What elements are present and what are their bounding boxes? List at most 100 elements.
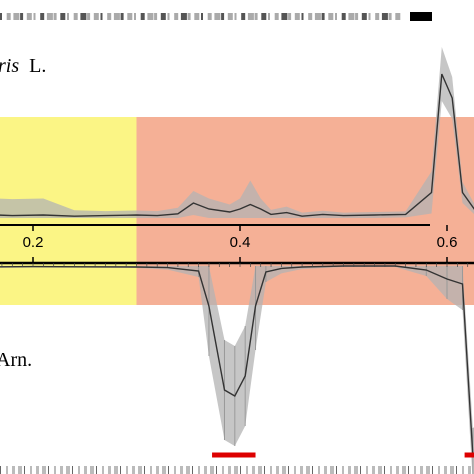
bottom-strip-tick: [378, 466, 382, 474]
top-strip-tick: [174, 13, 179, 20]
top-strip-tick: [60, 13, 66, 20]
bottom-strip-tick: [36, 466, 39, 474]
top-strip-block: [410, 12, 432, 21]
top-strip-tick: [26, 13, 32, 20]
top-strip-tick: [147, 13, 154, 20]
bottom-strip-tick: [24, 466, 25, 474]
top-scale-strip: [0, 12, 474, 22]
bottom-strip-tick: [372, 466, 375, 474]
x-axis: 0.2 0.4 0.6: [0, 224, 474, 267]
bottom-strip-tick: [420, 466, 423, 474]
bottom-strip-tick: [408, 466, 409, 474]
series-label-upper-suffix: L.: [29, 55, 46, 77]
bottom-strip-tick: [324, 466, 327, 474]
bottom-strip-tick: [54, 466, 56, 474]
bottom-strip-tick: [432, 466, 433, 474]
bottom-strip-tick: [330, 466, 334, 474]
top-strip-tick: [254, 13, 258, 20]
top-strip-tick: [234, 13, 237, 20]
top-strip-tick: [107, 13, 112, 20]
bottom-strip-tick: [234, 466, 238, 474]
bottom-strip-tick: [78, 466, 80, 474]
bottom-strip-tick: [300, 466, 303, 474]
top-strip-tick: [167, 13, 170, 20]
bottom-strip-tick: [270, 466, 272, 474]
bottom-strip-tick: [456, 466, 457, 474]
bottom-strip-tick: [450, 466, 454, 474]
top-strip-tick: [201, 13, 203, 20]
bottom-strip-tick: [354, 466, 358, 474]
top-strip-tick: [6, 13, 11, 20]
top-strip-tick: [221, 13, 225, 20]
bottom-strip-tick: [336, 466, 337, 474]
bottom-strip-tick: [294, 466, 296, 474]
bottom-strip-tick: [204, 466, 207, 474]
bottom-strip-tick: [402, 466, 406, 474]
top-strip-tick: [355, 13, 359, 20]
bottom-strip-tick: [6, 466, 8, 474]
series-label-upper-italic: ris: [0, 55, 19, 77]
bottom-strip-tick: [312, 466, 313, 474]
bottom-strip-tick: [120, 466, 121, 474]
bottom-scale-strip: [0, 466, 471, 474]
top-strip-tick: [261, 13, 267, 20]
top-strip-tick: [314, 13, 321, 20]
bottom-strip-tick: [216, 466, 217, 474]
bottom-strip-tick: [18, 466, 22, 474]
top-strip-tick: [281, 13, 288, 20]
bottom-strip-tick: [42, 466, 46, 474]
top-strip-tick: [180, 13, 187, 20]
top-strip-tick: [301, 13, 304, 20]
top-strip-tick: [388, 13, 392, 20]
x-tick-label: 0.2: [23, 234, 44, 251]
bottom-strip-tick: [276, 466, 279, 474]
top-strip-tick: [194, 13, 200, 20]
bottom-strip-tick: [66, 466, 70, 474]
bottom-strip-tick: [84, 466, 87, 474]
top-strip-tick: [348, 13, 355, 20]
bottom-strip-tick: [102, 466, 104, 474]
top-strip-tick: [274, 13, 279, 20]
top-strip-tick: [0, 13, 2, 20]
top-strip-tick: [294, 13, 300, 20]
bottom-strip-tick: [414, 466, 416, 474]
top-strip-tick: [214, 13, 221, 20]
top-strip-tick: [368, 13, 371, 20]
bottom-strip-tick: [96, 466, 97, 474]
bottom-strip-tick: [348, 466, 351, 474]
bottom-strip-tick: [306, 466, 310, 474]
bottom-strip-tick: [114, 466, 118, 474]
top-strip-tick: [20, 13, 24, 20]
bottom-strip-tick: [126, 466, 128, 474]
top-strip-tick: [93, 13, 99, 20]
bottom-strip-tick: [138, 466, 142, 474]
bottom-strip-tick: [222, 466, 224, 474]
top-strip-tick: [154, 13, 158, 20]
bottom-strip-tick: [0, 466, 1, 474]
top-strip-tick: [40, 13, 45, 20]
top-strip-tick: [73, 13, 78, 20]
top-strip-tick: [87, 13, 91, 20]
bottom-strip-tick: [150, 466, 152, 474]
bottom-strip-tick: [48, 466, 49, 474]
bottom-strip-tick: [258, 466, 262, 474]
top-strip-tick: [308, 13, 313, 20]
top-strip-tick: [375, 13, 380, 20]
mean-line-upper: [0, 73, 474, 217]
top-strip-tick: [328, 13, 334, 20]
bottom-strip-tick: [282, 466, 286, 474]
top-strip-tick: [100, 13, 103, 20]
bottom-strip-tick: [90, 466, 94, 474]
top-strip-tick: [67, 13, 69, 20]
bottom-strip-tick: [246, 466, 248, 474]
bottom-strip-tick: [252, 466, 255, 474]
bottom-strip-tick: [240, 466, 241, 474]
svg-text:ris L.: ris L.: [0, 55, 46, 77]
top-strip-tick: [53, 13, 57, 20]
bottom-strip-tick: [162, 466, 166, 474]
bottom-strip-tick: [288, 466, 289, 474]
bottom-strip-tick: [210, 466, 214, 474]
top-strip-tick: [227, 13, 233, 20]
bottom-strip-tick: [426, 466, 430, 474]
